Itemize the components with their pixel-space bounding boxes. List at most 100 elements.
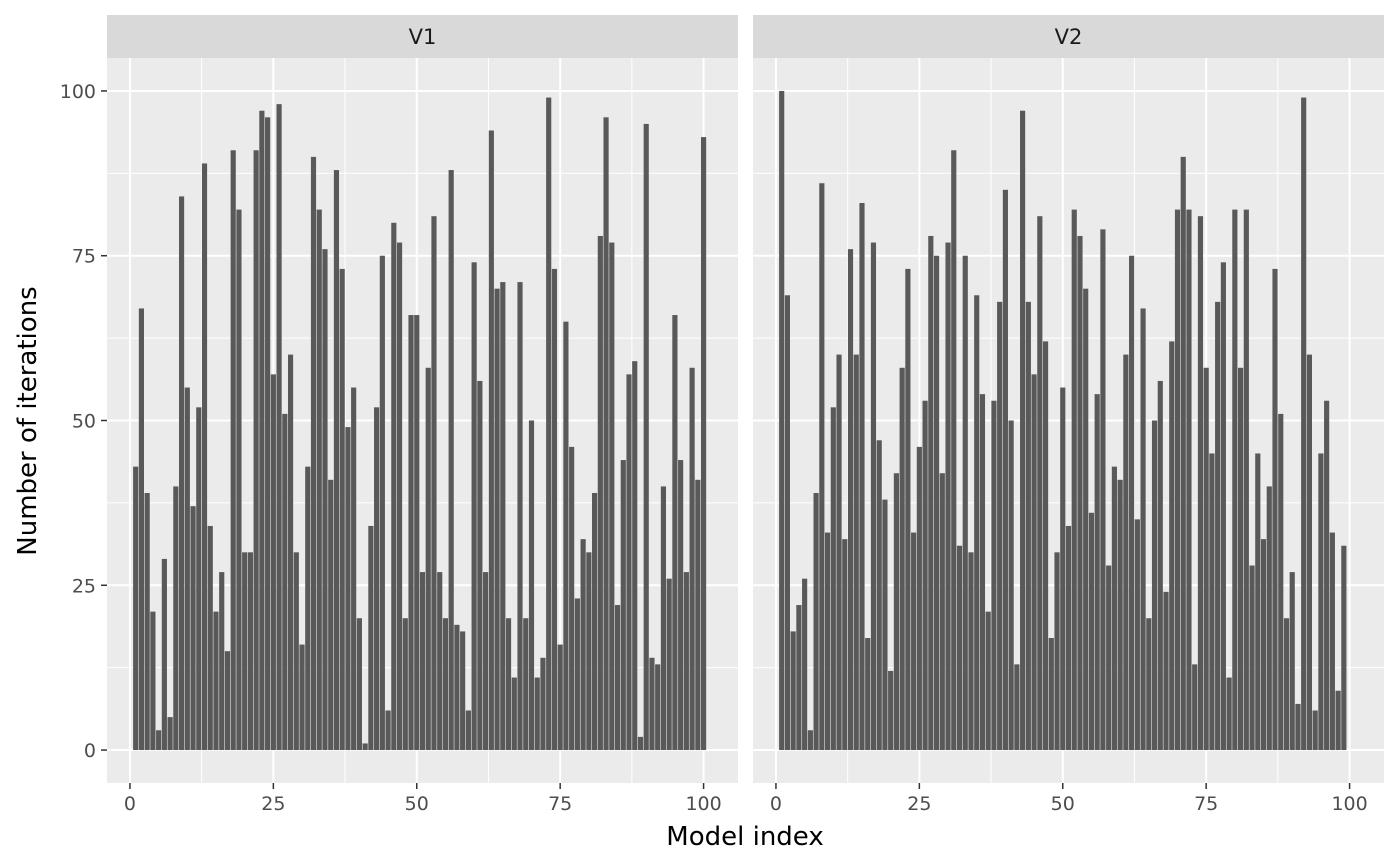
bar xyxy=(632,361,638,751)
bar xyxy=(276,104,282,751)
bar xyxy=(1249,565,1255,751)
bar xyxy=(259,110,265,751)
bar xyxy=(1180,156,1186,751)
bar xyxy=(1111,466,1117,751)
bar xyxy=(534,677,540,751)
bar xyxy=(551,268,558,751)
bar xyxy=(997,301,1003,751)
bar xyxy=(184,387,190,751)
bar xyxy=(351,387,357,751)
bar xyxy=(488,130,494,751)
bar xyxy=(1048,638,1054,751)
bar xyxy=(1088,512,1095,751)
bar xyxy=(666,578,672,751)
bar xyxy=(402,618,408,751)
y-axis-title: Number of iterations xyxy=(13,286,43,555)
bar xyxy=(956,545,963,751)
bar xyxy=(853,354,859,751)
bar xyxy=(150,611,156,751)
bar xyxy=(528,420,535,751)
bar xyxy=(1163,591,1169,751)
y-tick-label: 100 xyxy=(60,81,96,103)
bar xyxy=(586,552,592,751)
bar xyxy=(460,631,466,751)
bar xyxy=(540,657,546,751)
bar xyxy=(1329,532,1335,751)
bar xyxy=(701,137,707,751)
bar xyxy=(1301,97,1307,751)
bar xyxy=(173,486,179,751)
bar xyxy=(655,664,661,751)
bar xyxy=(1117,479,1123,751)
y-tick-label: 25 xyxy=(72,575,96,597)
bar xyxy=(1283,618,1290,751)
bar xyxy=(425,367,431,751)
x-tick-label: 25 xyxy=(907,793,931,815)
bar xyxy=(979,394,986,751)
bar xyxy=(1083,288,1089,751)
bar xyxy=(247,552,253,751)
bar xyxy=(1203,367,1209,751)
bar xyxy=(1146,618,1152,751)
bar xyxy=(807,730,813,751)
bar xyxy=(796,605,802,751)
bar xyxy=(1014,664,1020,751)
bar xyxy=(282,413,288,751)
bar xyxy=(1002,189,1008,751)
bar xyxy=(213,611,219,751)
bar xyxy=(672,315,678,751)
bar xyxy=(156,730,162,751)
facet-panel-2: V2 0 25 50 75 100 xyxy=(753,15,1384,815)
bar xyxy=(471,262,477,751)
bar xyxy=(951,150,957,751)
bar xyxy=(928,235,934,751)
bar xyxy=(1174,209,1181,751)
bar xyxy=(167,717,173,751)
bar xyxy=(1209,453,1215,751)
bar xyxy=(1260,539,1267,751)
bar xyxy=(1255,453,1261,751)
bar xyxy=(1169,341,1175,751)
bar xyxy=(230,150,236,751)
bar xyxy=(614,605,621,751)
bar xyxy=(1243,209,1249,751)
bar xyxy=(201,163,208,751)
bar xyxy=(933,255,940,751)
bar xyxy=(609,242,615,751)
bar xyxy=(1134,519,1140,751)
bar xyxy=(802,578,808,751)
bar xyxy=(847,249,854,751)
bar xyxy=(842,539,848,751)
x-tick-label: 50 xyxy=(1051,793,1075,815)
y-tick-label: 50 xyxy=(72,411,96,433)
bar xyxy=(1031,374,1037,751)
bar xyxy=(962,255,968,751)
bar xyxy=(322,249,328,751)
bar xyxy=(1037,216,1043,751)
bar xyxy=(517,282,523,751)
bar xyxy=(431,216,437,751)
bar xyxy=(368,525,374,751)
bar xyxy=(1220,262,1226,751)
bar xyxy=(620,460,626,751)
bar xyxy=(859,203,865,751)
bar xyxy=(1215,301,1221,751)
bar xyxy=(574,598,580,751)
bar xyxy=(500,282,506,751)
bar xyxy=(207,525,213,751)
bar xyxy=(1318,453,1324,751)
bar xyxy=(1054,552,1060,751)
bar xyxy=(391,222,397,751)
bar xyxy=(224,651,231,751)
facet-strip-label: V2 xyxy=(1055,25,1083,49)
bar xyxy=(293,552,299,751)
bar xyxy=(870,242,877,751)
bar xyxy=(592,493,598,751)
bar xyxy=(1008,420,1014,751)
bar xyxy=(779,90,785,751)
bar xyxy=(888,670,894,751)
bar xyxy=(253,150,259,751)
y-tick-label: 0 xyxy=(84,740,96,762)
bar xyxy=(643,123,649,751)
